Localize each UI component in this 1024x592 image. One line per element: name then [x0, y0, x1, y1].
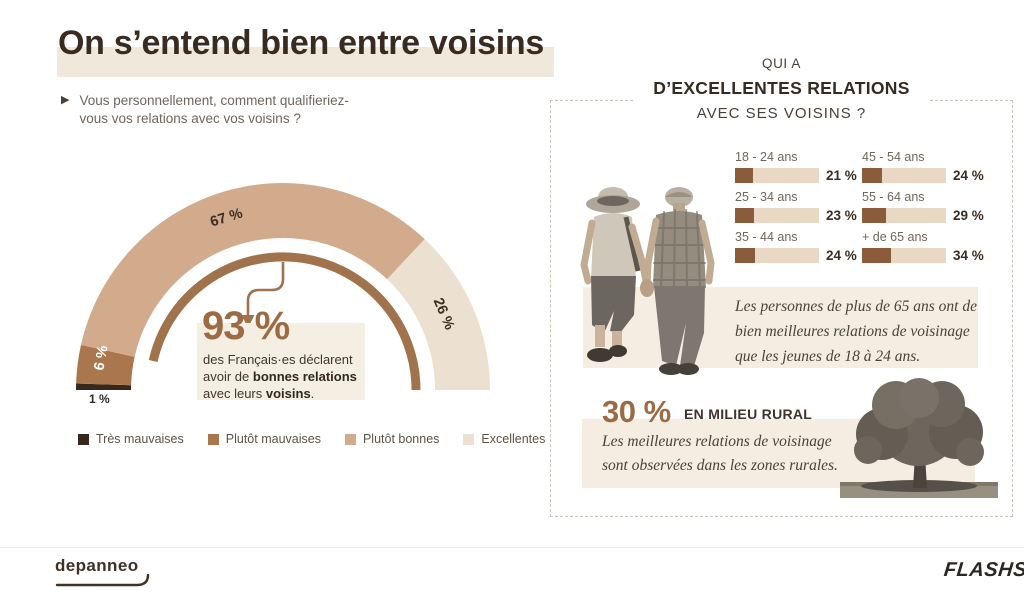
age-bar-fill	[735, 168, 753, 183]
callout-text: des Français·es déclarent avoir de bonne…	[203, 352, 357, 403]
rural-stat-value: 30 %	[602, 394, 671, 429]
legend-item: Excellentes	[463, 432, 545, 446]
over65-note-line3: que les jeunes de 18 à 24 ans.	[735, 347, 921, 365]
age-bar-fill	[862, 168, 883, 183]
legend-label: Excellentes	[481, 432, 546, 446]
age-bar-item: 55 - 64 ans 29 %	[862, 190, 992, 223]
legend-label: Très mauvaises	[96, 432, 184, 446]
rural-stat-label: EN MILIEU RURAL	[684, 406, 813, 422]
survey-question-line1: Vous personnellement, comment qualifieri…	[79, 93, 349, 108]
tree-photo	[840, 378, 998, 498]
age-bars-column-1: 18 - 24 ans 21 % 25 - 34 ans 23 % 35 - 44 an…	[735, 150, 865, 270]
legend-label: Plutôt bonnes	[362, 432, 440, 446]
segment-tres-mauvaises	[75, 383, 132, 390]
panel-title: QUI A D’EXCELLENTES RELATIONS AVEC SES V…	[550, 56, 1013, 122]
age-bar-label: 25 - 34 ans	[735, 190, 798, 204]
age-bar-item: + de 65 ans 34 %	[862, 230, 992, 263]
age-bar-label: 18 - 24 ans	[735, 150, 798, 164]
panel-title-line3: AVEC SES VOISINS ?	[696, 105, 867, 122]
age-bar-track	[735, 208, 819, 223]
legend-label: Plutôt mauvaises	[225, 432, 321, 446]
age-bar-value: 24 %	[953, 168, 984, 183]
age-bar-value: 29 %	[953, 208, 984, 223]
age-bar-fill	[862, 208, 887, 223]
age-bar-item: 35 - 44 ans 24 %	[735, 230, 865, 263]
relations-gauge-chart: 67 % 26 % 6 % 1 % 93 % des Français·es d…	[75, 180, 491, 420]
age-bar-fill	[862, 248, 891, 263]
panel-title-line1: QUI A	[761, 56, 801, 71]
legend-swatch-icon	[463, 433, 475, 445]
flashs-logo-text: FLASHS	[942, 558, 1024, 581]
age-bar-track	[735, 248, 819, 263]
age-bar-value: 21 %	[826, 168, 857, 183]
panel-title-line2: D’EXCELLENTES RELATIONS	[635, 75, 928, 103]
survey-question-line2: vous vos relations avec vos voisins ?	[79, 110, 301, 126]
survey-question: ▶ Vous personnellement, comment qualifie…	[61, 92, 349, 128]
over65-note-line2: bien meilleures relations de voisinage	[735, 322, 970, 340]
over65-note-text: Les personnes de plus de 65 ans ont de b…	[735, 295, 977, 369]
age-bar-label: 55 - 64 ans	[862, 190, 925, 204]
rural-stat-text: Les meilleures relations de voisinage so…	[602, 430, 838, 478]
age-bar-track	[862, 248, 946, 263]
footer-divider	[0, 547, 1024, 548]
flashs-logo: FLASHS	[942, 558, 1024, 582]
depanneo-logo-swoosh-icon	[55, 574, 150, 587]
callout-line1: des Français·es déclarent	[203, 352, 353, 367]
age-bar-track	[735, 168, 819, 183]
elderly-couple-photo	[580, 187, 715, 375]
age-bar-item: 25 - 34 ans 23 %	[735, 190, 865, 223]
depanneo-logo-text: depanneo	[55, 556, 139, 575]
legend-swatch-icon	[344, 433, 356, 445]
segment-plutot-bonnes	[80, 183, 425, 357]
age-bar-value: 23 %	[826, 208, 857, 223]
age-bar-item: 45 - 54 ans 24 %	[862, 150, 992, 183]
age-bar-value: 34 %	[953, 248, 984, 263]
age-bar-track	[862, 208, 946, 223]
age-bar-track	[862, 168, 946, 183]
callout-box	[197, 323, 365, 400]
callout-line2: avoir de bonnes relations	[203, 368, 357, 384]
legend-swatch-icon	[207, 433, 219, 445]
rural-text-line2: sont observées dans les zones rurales.	[602, 457, 838, 475]
survey-question-text: Vous personnellement, comment qualifieri…	[79, 92, 348, 128]
age-bar-label: 35 - 44 ans	[735, 230, 798, 244]
label-tres-mauvaises-value: 1 %	[89, 392, 110, 406]
rural-text-line1: Les meilleures relations de voisinage	[602, 433, 832, 450]
inner-93-arc	[148, 252, 421, 391]
triangle-bullet-icon: ▶	[61, 94, 70, 106]
callout-line3: avec leurs voisins.	[203, 385, 315, 401]
age-bar-item: 18 - 24 ans 21 %	[735, 150, 865, 183]
over65-note-box: Les personnes de plus de 65 ans ont de b…	[583, 287, 978, 368]
age-bar-label: + de 65 ans	[862, 230, 928, 244]
age-bar-label: 45 - 54 ans	[862, 150, 925, 164]
depanneo-logo: depanneo	[55, 556, 153, 588]
title-highlight	[57, 47, 554, 77]
age-bar-value: 24 %	[826, 248, 857, 263]
callout-arrowhead-icon	[241, 315, 255, 328]
legend-item: Plutôt mauvaises	[207, 432, 321, 446]
over65-note-line1: Les personnes de plus de 65 ans ont de	[735, 298, 977, 315]
segment-excellentes	[387, 239, 490, 390]
legend: Très mauvaises Plutôt mauvaises Plutôt bon…	[78, 432, 545, 446]
age-bar-fill	[735, 208, 755, 223]
segment-plutot-mauvaises	[76, 344, 135, 386]
legend-swatch-icon	[78, 433, 89, 445]
legend-item: Très mauvaises	[78, 432, 184, 446]
gauge-arcs	[75, 183, 490, 391]
age-bar-fill	[735, 248, 756, 263]
callout-value: 93 %	[202, 304, 290, 348]
callout-arrow	[246, 262, 285, 317]
page-title: On s’entend bien entre voisins	[58, 24, 544, 62]
legend-item: Plutôt bonnes	[344, 432, 440, 446]
age-bars-column-2: 45 - 54 ans 24 % 55 - 64 ans 29 % + de 65 an…	[862, 150, 992, 270]
